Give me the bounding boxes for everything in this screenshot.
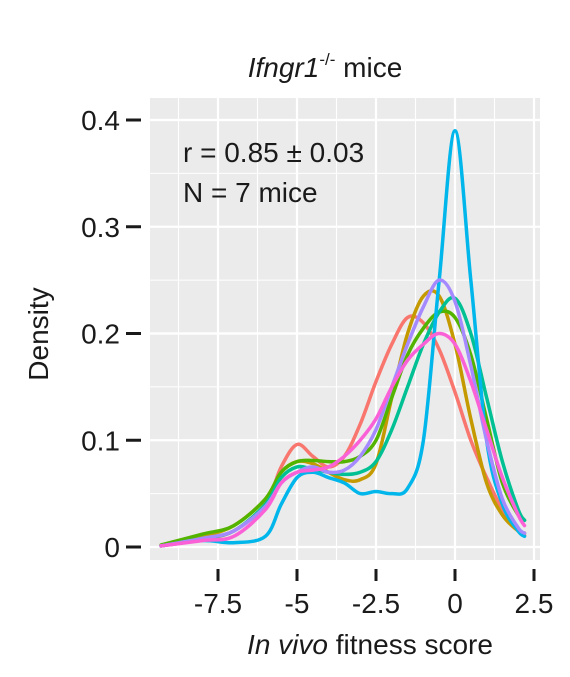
x-tick-label: -2.5 — [352, 588, 400, 619]
density-curve-5 — [159, 128, 527, 548]
x-axis-title-rest: fitness score — [328, 629, 493, 660]
x-tick-label: 0 — [447, 588, 463, 619]
axis-layer: 0 0.1 0.2 0.3 0.4 -7.5 -5 -2.5 0 2.5 — [81, 105, 553, 619]
annotation-plus-minus: ± — [287, 137, 302, 168]
x-tick-label: 2.5 — [515, 588, 554, 619]
x-tick-label: -5 — [285, 588, 310, 619]
density-curve-7 — [159, 331, 527, 548]
y-tick-label: 0.4 — [81, 105, 120, 136]
y-tick-label: 0.2 — [81, 319, 120, 350]
chart-title: Ifngr1-/- mice — [248, 50, 403, 83]
annotation-correlation-error: 0.03 — [302, 137, 364, 168]
series-layer — [159, 128, 527, 548]
chart-title-superscript: -/- — [319, 50, 335, 69]
annotation-correlation-value: r = 0.85 — [183, 137, 287, 168]
x-axis-title: In vivo fitness score — [247, 629, 493, 660]
annotation-correlation: r = 0.85 ± 0.03 — [183, 137, 364, 168]
y-tick-label: 0 — [104, 532, 120, 563]
y-axis-title: Density — [23, 287, 54, 380]
chart-title-suffix: mice — [335, 52, 402, 83]
x-tick-label: -7.5 — [194, 588, 242, 619]
y-tick-label: 0.1 — [81, 425, 120, 456]
y-tick-label: 0.3 — [81, 212, 120, 243]
annotation-sample-size: N = 7 mice — [183, 177, 318, 208]
x-axis-title-italic: In vivo — [247, 629, 328, 660]
chart-title-gene: Ifngr1 — [248, 52, 320, 83]
